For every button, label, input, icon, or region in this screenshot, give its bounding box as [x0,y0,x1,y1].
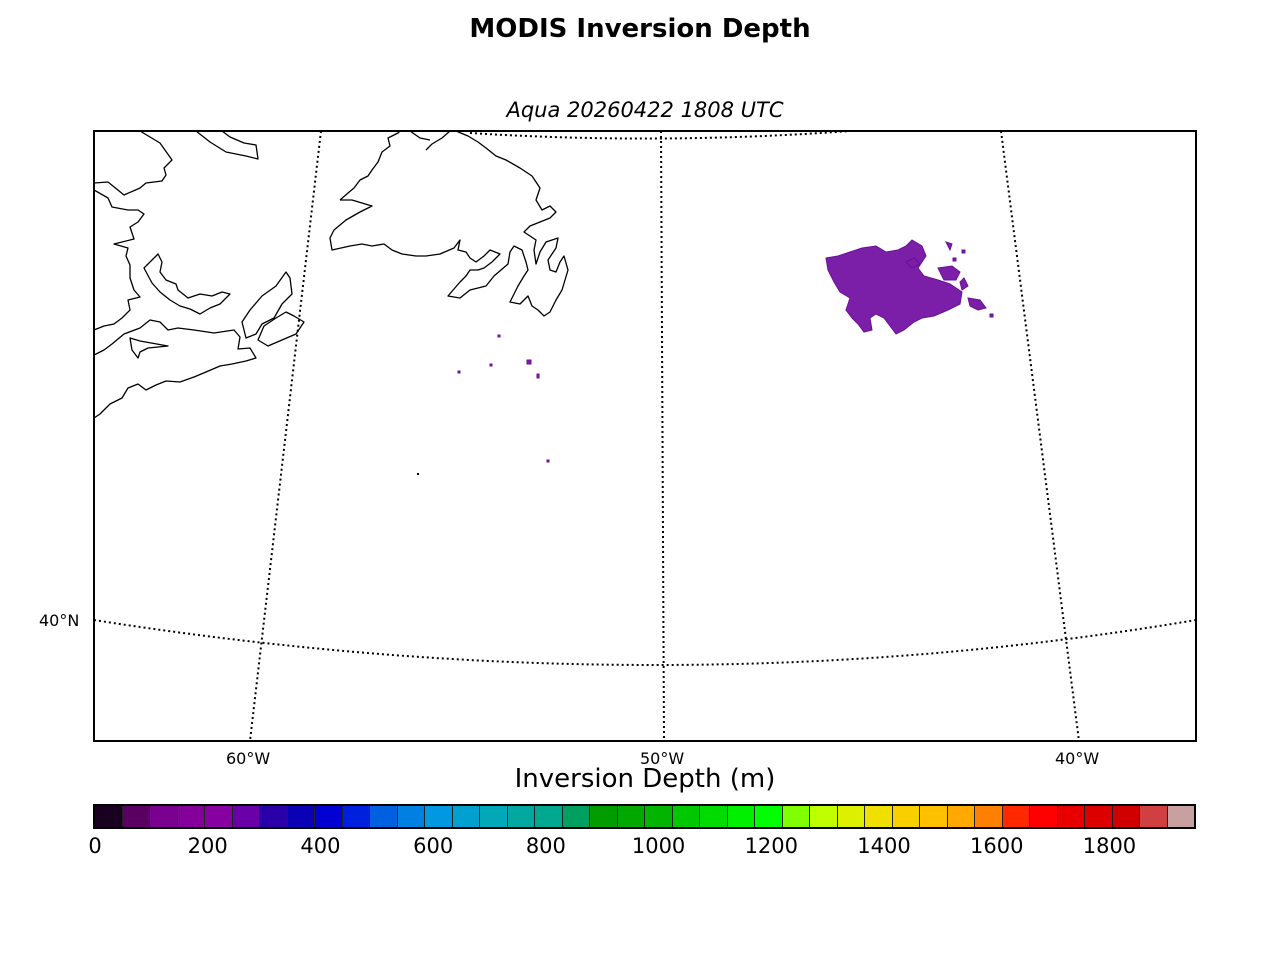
colorbar-segment [1002,806,1030,827]
colorbar-segment [947,806,975,827]
colorbar-tick-label: 200 [187,834,228,858]
lon-label-60w: 60°W [226,749,271,768]
graticule-line [249,131,322,741]
colorbar-tick-label: 0 [88,834,102,858]
colorbar-tick-label: 1600 [970,834,1024,858]
colorbar-segment [205,806,233,827]
data-patch [457,239,994,463]
colorbar-segment [1030,806,1058,827]
colorbar-title: Inversion Depth (m) [514,764,776,794]
colorbar-tick-label: 400 [300,834,341,858]
colorbar-segment [617,806,645,827]
colorbar-segment [452,806,480,827]
figure-subtitle: Aqua 20260422 1808 UTC [506,98,784,122]
data-pixel [417,473,419,475]
figure-title: MODIS Inversion Depth [469,14,811,44]
colorbar-segment [397,806,425,827]
colorbar-segment [425,806,453,827]
colorbar-segment [95,806,123,827]
colorbar-segment [810,806,838,827]
colorbar-segment [700,806,728,827]
colorbar-segment [315,806,343,827]
coastlines [94,131,569,419]
colorbar-segment [177,806,205,827]
colorbar-segment [865,806,893,827]
colorbar-segment [782,806,810,827]
colorbar-segment [837,806,865,827]
colorbar-segment [590,806,618,827]
colorbar-segment [535,806,563,827]
colorbar-segment [342,806,370,827]
colorbar-segment [260,806,288,827]
lon-label-50w: 50°W [640,749,685,768]
colorbar-segment [975,806,1003,827]
colorbar-tick-label: 1200 [744,834,799,858]
colorbar-segment [1112,806,1140,827]
colorbar-tick-label: 1800 [1082,834,1137,858]
colorbar-tick-label: 800 [525,834,566,858]
colorbar-tick-label: 1400 [857,834,911,858]
colorbar-segment [672,806,700,827]
colorbar-segment [507,806,535,827]
graticule-line [469,131,851,140]
colorbar [93,804,1196,829]
colorbar-segment [920,806,948,827]
colorbar-tick-label: 1000 [631,834,686,858]
colorbar-segment [122,806,150,827]
colorbar-segment [1140,806,1168,827]
colorbar-segment [150,806,178,827]
colorbar-segment [1057,806,1085,827]
graticule-line [1000,131,1080,741]
colorbar-segment [1085,806,1113,827]
lat-label-40n: 40°N [39,611,80,630]
colorbar-segment [370,806,398,827]
colorbar-segment [892,806,920,827]
graticule-line [660,131,665,741]
colorbar-segment [287,806,315,827]
lon-label-40w: 40°W [1055,749,1100,768]
map-frame [93,130,1197,742]
colorbar-tick-label: 600 [413,834,454,858]
colorbar-segment [232,806,260,827]
colorbar-segment [645,806,673,827]
colorbar-segment [1167,806,1194,827]
colorbar-segment [727,806,755,827]
colorbar-segment [480,806,508,827]
colorbar-segment [755,806,783,827]
colorbar-segment [562,806,590,827]
